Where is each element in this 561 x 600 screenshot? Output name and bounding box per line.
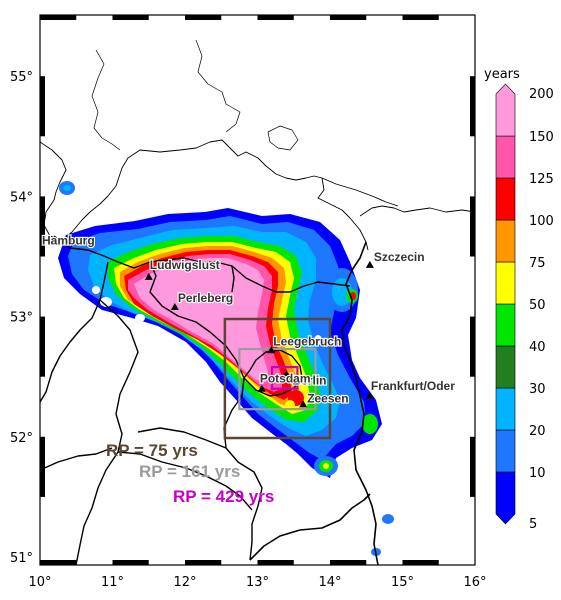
city-label: Berlin [293, 373, 327, 387]
field-cell [314, 335, 322, 345]
field-cell [92, 286, 100, 294]
coastline [267, 125, 299, 151]
city-marker [365, 391, 374, 399]
city-label: Ludwigslust [150, 258, 220, 272]
return-period-boxes [223, 317, 332, 440]
city-marker [282, 370, 291, 378]
city-marker [267, 346, 276, 354]
field-level-150 [134, 258, 268, 382]
city-label: Perleberg [178, 291, 233, 305]
colorbar: years 5 10 20 30 40 50 75 100 125 150 200 [484, 67, 554, 532]
coastline [195, 39, 241, 133]
state-border [149, 261, 263, 561]
return-period-label: RP = 161 yrs [139, 462, 240, 481]
city-label: Frankfurt/Oder [371, 379, 455, 393]
colorbar-title: years [484, 67, 520, 82]
colorbar-label: 125 [529, 172, 554, 187]
longitude-tick-label: 10° [28, 575, 51, 590]
city-label: Hamburg [42, 233, 95, 247]
state-border [231, 265, 235, 293]
city-markers [144, 260, 374, 408]
return-period-label: RP = 75 yrs [106, 441, 198, 460]
colorbar-label: 200 [529, 87, 554, 102]
longitude-tick-label: 12° [173, 575, 196, 590]
longitude-tick-label: 16° [463, 575, 486, 590]
colorbar-cell [495, 387, 516, 431]
country-border [341, 241, 379, 565]
field-cell [63, 185, 71, 191]
colorbar-label: 150 [529, 130, 554, 145]
city-label: Zeesen [307, 391, 348, 405]
colorbar-label: 40 [529, 340, 546, 355]
field-cell [323, 463, 329, 469]
city-marker [299, 400, 308, 408]
colorbar-label: 20 [529, 424, 546, 439]
latitude-tick-label: 55° [10, 70, 33, 85]
coastline [321, 177, 399, 207]
latitude-tick-label: 53° [10, 311, 33, 326]
longitude-tick-label: 13° [246, 575, 269, 590]
field-cell [285, 400, 295, 410]
state-border [75, 299, 139, 565]
city-label: Szczecin [374, 250, 425, 264]
city-marker [257, 384, 266, 392]
longitude-ticks: 10° 11° 12° 13° 14° 15° 16° [28, 575, 486, 590]
longitude-tick-label: 11° [101, 575, 124, 590]
map-frame [39, 14, 476, 566]
coastline [40, 139, 369, 251]
colorbar-cell [495, 177, 516, 221]
latitude-ticks: 51° 52° 53° 54° 55° [10, 70, 33, 566]
city-marker [170, 302, 179, 310]
state-border [53, 235, 351, 293]
longitude-tick-label: 14° [318, 575, 341, 590]
city-label: Potsdam [260, 372, 311, 386]
borders [40, 39, 475, 565]
field-cell [135, 314, 145, 322]
field-cell [362, 414, 378, 434]
field-cell [100, 297, 112, 307]
city-marker [144, 272, 153, 280]
city-marker [365, 260, 374, 268]
coastline [91, 49, 121, 151]
city-labels: Hamburg Ludwigslust Perleberg Leegebruch Ber… [41, 232, 456, 406]
colorbar-cell [495, 83, 516, 137]
field-cell [382, 514, 394, 524]
state-border [137, 427, 227, 449]
colorbar-cell [495, 261, 516, 305]
colorbar-cell [495, 303, 516, 347]
country-border [249, 493, 371, 561]
colorbar-label: 50 [529, 298, 546, 313]
longitude-tick-label: 15° [391, 575, 414, 590]
return-period-label: RP = 429 yrs [173, 487, 274, 506]
colorbar-label: 30 [529, 382, 546, 397]
city-label: Leegebruch [273, 334, 341, 348]
return-period-box [270, 365, 299, 390]
colorbar-label: 100 [529, 214, 554, 229]
state-border [243, 349, 303, 397]
state-border [40, 447, 113, 471]
state-border [117, 451, 253, 511]
coastline [359, 205, 475, 217]
return-period-legend: RP = 75 yrs RP = 161 yrs RP = 429 yrs [106, 441, 274, 506]
state-border [40, 261, 109, 403]
colorbar-label: 75 [529, 256, 546, 271]
colorbar-label: 10 [529, 466, 546, 481]
colorbar-label: 5 [529, 517, 537, 532]
latitude-tick-label: 51° [10, 551, 33, 566]
return-period-box [223, 317, 332, 440]
colorbar-cell [495, 429, 516, 473]
colorbar-cell [495, 135, 516, 179]
colorbar-cell [495, 219, 516, 263]
colorbar-cell [495, 471, 516, 525]
latitude-tick-label: 52° [10, 431, 33, 446]
latitude-tick-label: 54° [10, 190, 33, 205]
return-period-box [238, 347, 317, 411]
colorbar-cell [495, 345, 516, 389]
